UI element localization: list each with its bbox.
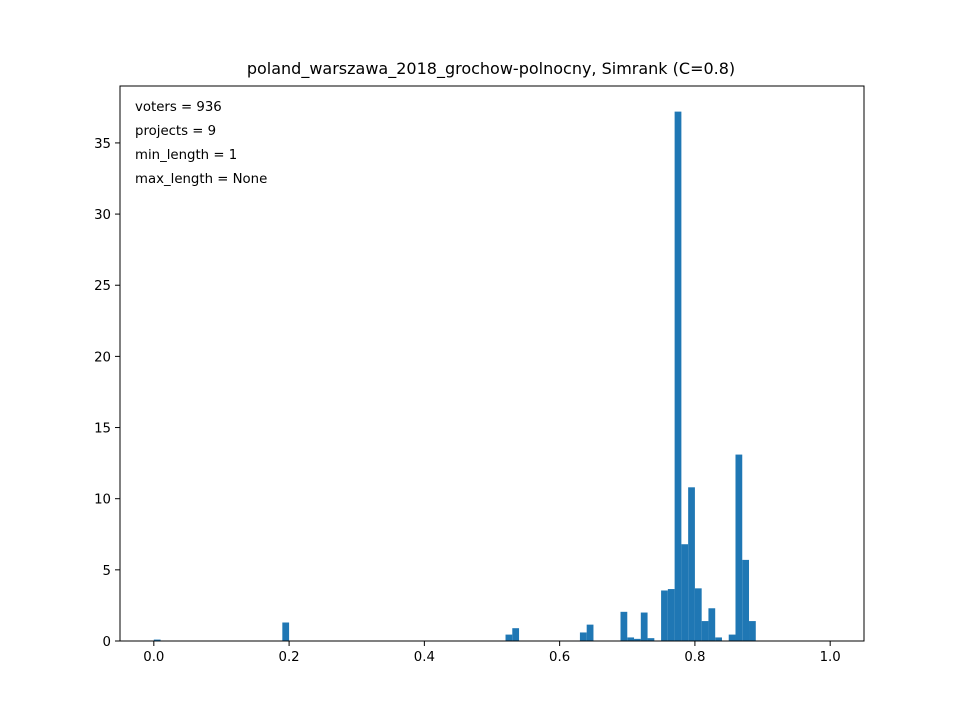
histogram-bar: [153, 639, 161, 641]
annotation-line: min_length = 1: [135, 148, 237, 163]
histogram-bar: [688, 487, 695, 641]
y-tick-label: 25: [94, 279, 111, 294]
x-tick-label: 0.8: [684, 650, 705, 665]
y-tick-label: 15: [94, 422, 111, 437]
x-tick-label: 0.4: [414, 650, 435, 665]
x-axis: 0.0 0.2 0.4 0.6 0.8 1.0: [143, 641, 841, 665]
histogram-bar: [634, 638, 641, 641]
y-tick-label: 30: [94, 208, 111, 223]
annotation-line: voters = 936: [135, 100, 222, 115]
histogram-bar: [627, 637, 635, 641]
bars-group: [153, 111, 756, 642]
histogram-bar: [505, 634, 513, 641]
y-tick-label: 20: [94, 350, 111, 365]
histogram-bar: [661, 590, 668, 641]
histogram-bar: [586, 624, 594, 641]
histogram-bar: [674, 111, 682, 642]
y-axis: 0 5 10 15 20 25 30 35: [94, 137, 120, 650]
histogram-bar: [749, 621, 756, 641]
x-tick-label: 0.0: [143, 650, 164, 665]
histogram-bar: [579, 632, 587, 641]
histogram-bar: [512, 628, 520, 641]
x-tick-label: 0.2: [279, 650, 300, 665]
x-tick-label: 1.0: [820, 650, 841, 665]
histogram-bar: [715, 637, 722, 641]
histogram-bar: [701, 621, 709, 641]
histogram-bar: [681, 544, 689, 641]
histogram-bar: [647, 638, 655, 641]
histogram-bar: [620, 611, 628, 641]
annotation-block: voters = 936 projects = 9 min_length = 1 ma…: [135, 100, 267, 187]
y-tick-label: 0: [103, 635, 111, 650]
histogram-bar: [708, 608, 716, 641]
y-tick-label: 35: [94, 137, 111, 152]
histogram-bar: [742, 559, 750, 641]
annotation-line: projects = 9: [135, 124, 216, 139]
histogram-bar: [667, 589, 675, 641]
x-tick-label: 0.6: [549, 650, 570, 665]
y-tick-label: 10: [94, 493, 111, 508]
histogram-bar: [728, 634, 736, 641]
histogram-bar: [694, 588, 702, 641]
y-tick-label: 5: [103, 564, 111, 579]
chart-title: poland_warszawa_2018_grochow-polnocny, S…: [247, 59, 735, 79]
histogram-bar: [735, 454, 743, 641]
histogram-bar: [282, 622, 290, 641]
histogram-bar: [640, 612, 648, 641]
plot-frame: [119, 85, 865, 642]
annotation-line: max_length = None: [135, 172, 267, 187]
